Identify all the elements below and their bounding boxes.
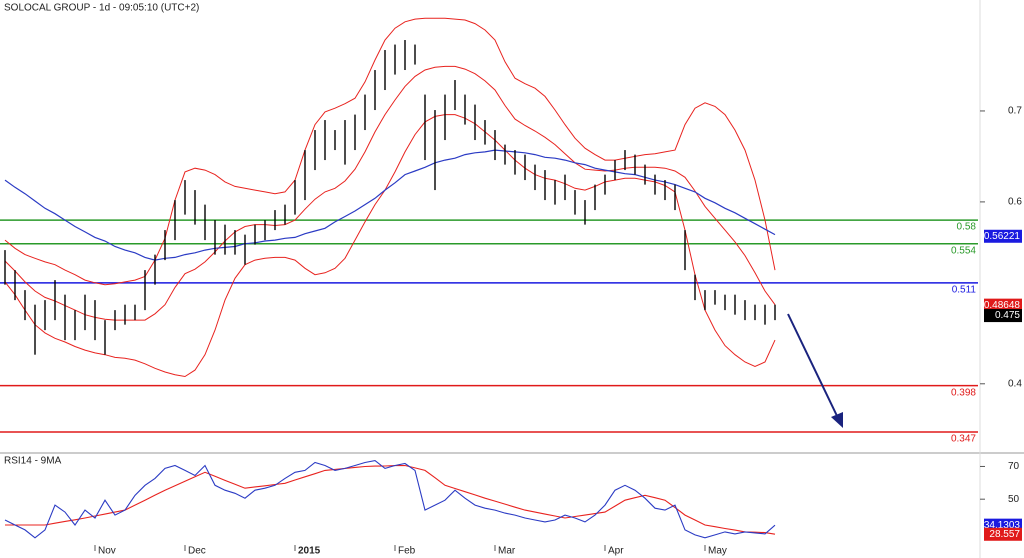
- price-tag: [984, 298, 1022, 312]
- price-tag-label: 28.557: [989, 529, 1020, 540]
- trend-arrow: [787, 313, 843, 428]
- moving-average: [4, 149, 776, 261]
- bollinger-upper: [4, 17, 776, 286]
- x-tick-label: 2015: [298, 546, 321, 557]
- bollinger-lower: [4, 114, 776, 378]
- x-tick-label: Nov: [98, 546, 116, 557]
- x-tick-label: Mar: [498, 546, 516, 557]
- price-tag: [984, 309, 1022, 323]
- y-tick-label: 50: [1008, 494, 1020, 505]
- rsi-ma-line: [5, 464, 776, 535]
- y-tick-label: 0.6: [1008, 197, 1022, 208]
- x-tick-label: Dec: [188, 546, 206, 557]
- level-label: 0.398: [951, 387, 976, 398]
- price-tag-label: 0.475: [995, 310, 1020, 321]
- x-tick-label: May: [708, 546, 727, 557]
- price-tag: [984, 229, 1022, 243]
- rsi-line: [4, 460, 776, 539]
- chart-title: SOLOCAL GROUP - 1d - 09:05:10 (UTC+2): [4, 3, 199, 14]
- indicator-title: RSI14 - 9MA: [4, 456, 62, 467]
- y-tick-label: 70: [1008, 461, 1020, 472]
- price-tag-label: 34.1303: [984, 520, 1021, 531]
- price-tag: [984, 527, 1022, 541]
- y-tick-label: 0.7: [1008, 106, 1022, 117]
- level-label: 0.347: [951, 434, 976, 445]
- price-tag-label: 0.56221: [984, 231, 1021, 242]
- level-label: 0.58: [957, 222, 977, 233]
- level-label: 0.511: [952, 284, 977, 295]
- arrow-shaft: [787, 313, 839, 419]
- arrow-head: [831, 412, 843, 428]
- x-tick-label: Apr: [608, 546, 624, 557]
- y-tick-label: 0.4: [1008, 378, 1022, 389]
- price-tag-label: 0.48648: [984, 300, 1021, 311]
- level-label: 0.554: [951, 245, 976, 256]
- bollinger-middle: [4, 65, 776, 321]
- x-tick-label: Feb: [398, 546, 416, 557]
